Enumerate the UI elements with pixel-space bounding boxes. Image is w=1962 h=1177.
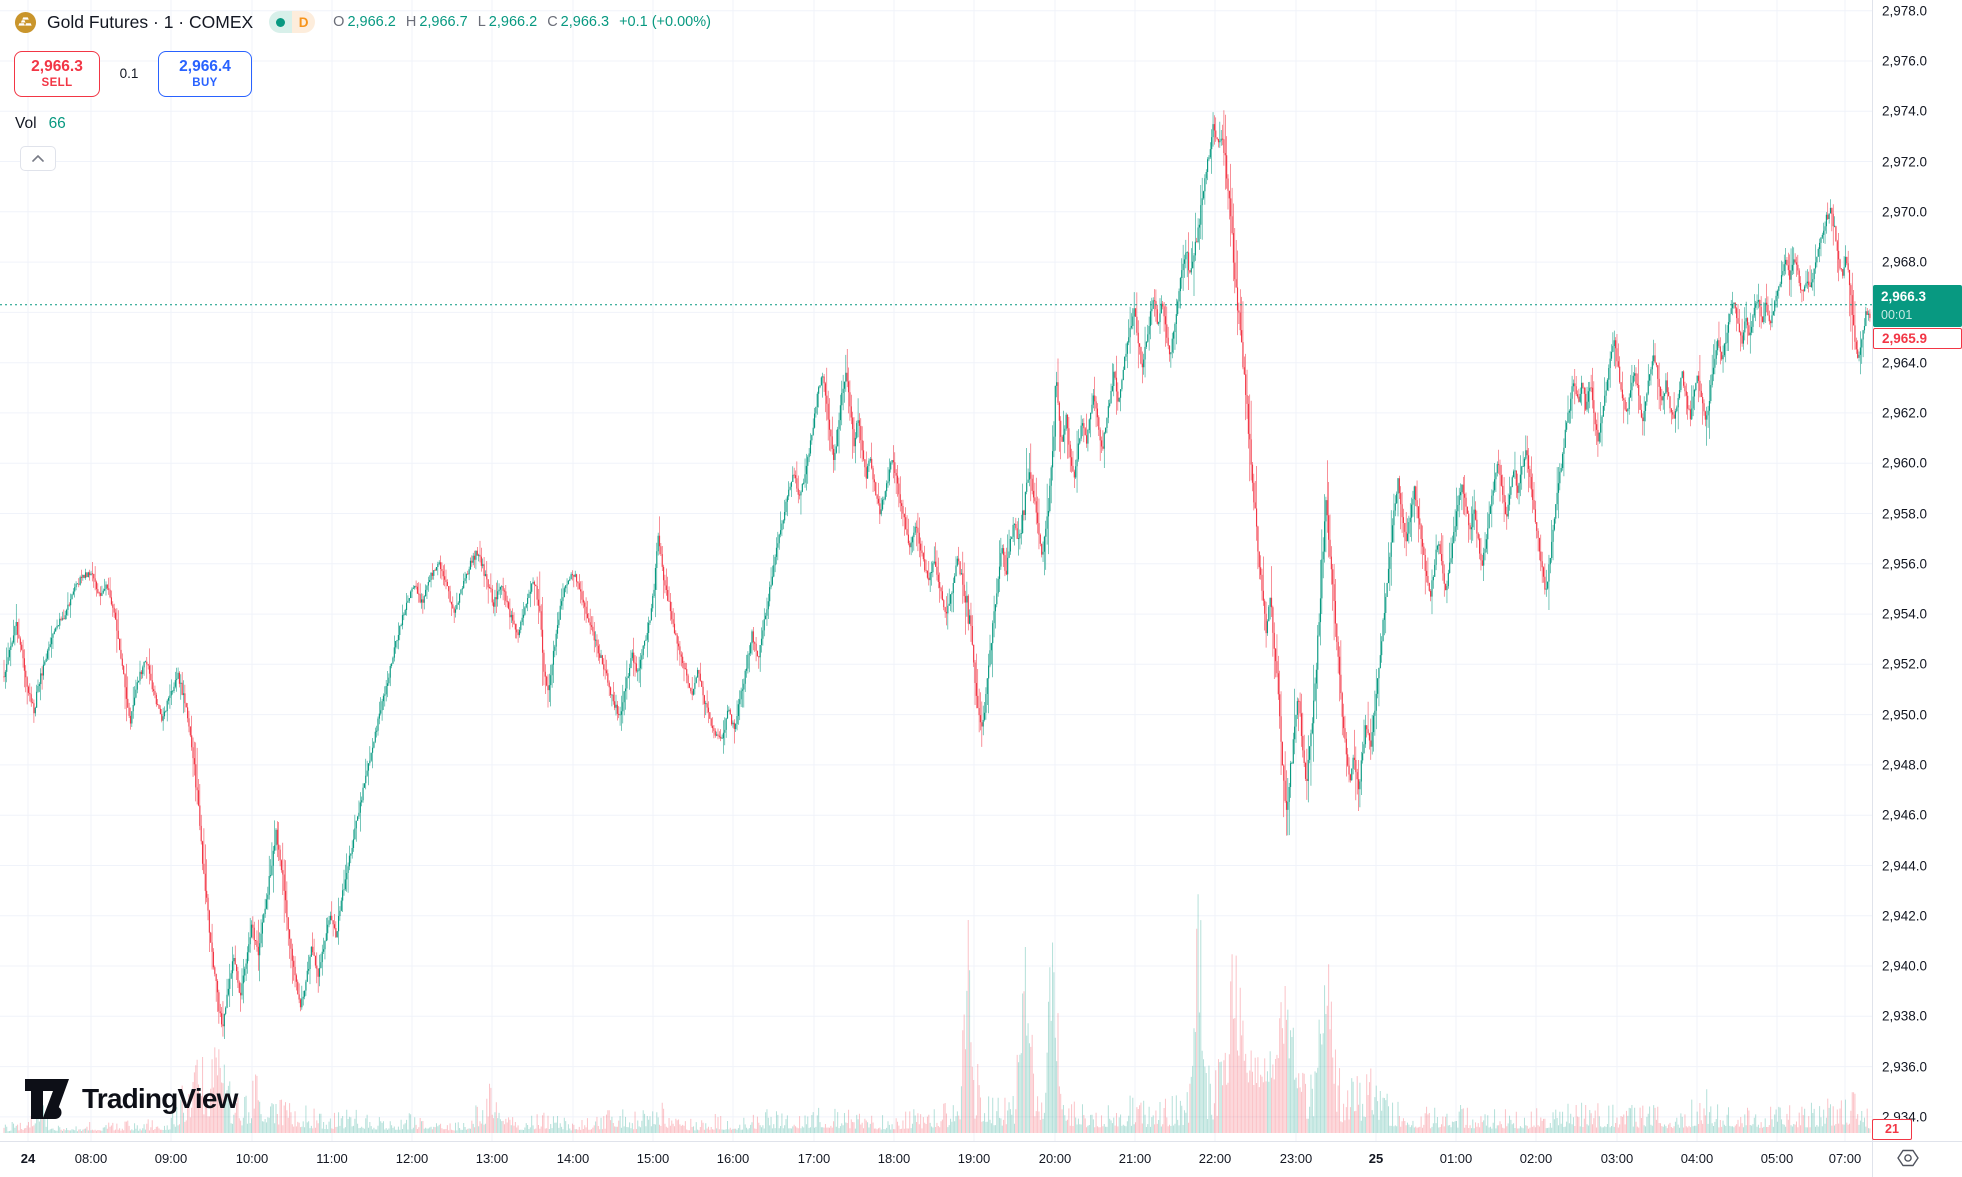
price-axis-border [1872, 0, 1873, 1177]
vertical-gridlines [27, 0, 1846, 1141]
time-axis-border [0, 1141, 1962, 1142]
bar-countdown: 00:01 [1881, 308, 1913, 322]
price-axis-label: 2,970.0 [1882, 204, 1928, 220]
time-axis-label: 18:00 [877, 1151, 911, 1166]
price-axis-label: 2,972.0 [1882, 154, 1928, 169]
low-key: L [477, 14, 486, 30]
volume-bars [3, 894, 1871, 1133]
buy-price: 2,966.4 [179, 58, 231, 75]
time-axis-label: 03:00 [1600, 1151, 1634, 1166]
price-axis-label: 2,962.0 [1882, 405, 1928, 421]
price-axis-label: 2,940.0 [1882, 958, 1928, 974]
gold-symbol-icon [14, 11, 37, 33]
high-value: 2,966.7 [419, 14, 468, 30]
symbol-title[interactable]: Gold Futures · 1 · COMEX [47, 11, 254, 32]
tradingview-glyph-icon [25, 1079, 69, 1119]
time-axis-label: 25 [1368, 1151, 1384, 1166]
time-axis-label: 17:00 [797, 1151, 831, 1166]
price-axis-label: 2,938.0 [1882, 1008, 1928, 1024]
time-axis-label: 23:00 [1279, 1151, 1313, 1166]
open-key: O [333, 14, 345, 30]
time-axis-label: 02:00 [1519, 1151, 1553, 1166]
open-value: 2,966.2 [347, 14, 396, 30]
price-axis-label: 2,976.0 [1882, 53, 1928, 69]
delayed-data-badge: D [298, 14, 309, 30]
time-axis-label: 08:00 [74, 1151, 108, 1166]
change-value: +0.1 (+0.00%) [619, 14, 711, 30]
time-axis-label: 05:00 [1760, 1151, 1794, 1166]
price-axis-label: 2,954.0 [1882, 606, 1928, 622]
price-axis-label: 2,968.0 [1882, 254, 1928, 270]
low-value: 2,966.2 [488, 14, 538, 30]
buy-label: BUY [192, 77, 218, 89]
time-axis-label: 01:00 [1439, 1151, 1473, 1166]
time-axis-label: 16:00 [716, 1151, 750, 1166]
price-axis-label: 2,960.0 [1882, 455, 1928, 471]
last-price-value: 2,966.3 [1881, 289, 1927, 304]
horizontal-gridlines [0, 10, 1872, 1118]
price-axis-label: 2,948.0 [1882, 757, 1928, 773]
market-open-dot-icon [276, 17, 286, 27]
ohlc-values: O 2,966.2 H 2,966.7 L 2,966.2 C 2,966.3 … [333, 14, 711, 30]
time-axis-label: 15:00 [636, 1151, 670, 1166]
time-axis-label: 04:00 [1680, 1151, 1714, 1166]
time-axis-label: 14:00 [556, 1151, 590, 1166]
price-axis-label: 2,978.0 [1882, 3, 1928, 19]
chart-legend: Gold Futures · 1 · COMEX D O 2,966.2 H 2… [14, 9, 711, 35]
close-value: 2,966.3 [560, 14, 610, 30]
high-key: H [405, 14, 417, 30]
volume-legend: Vol 66 [15, 115, 66, 133]
sell-price: 2,966.3 [31, 58, 83, 75]
chart-canvas[interactable] [0, 0, 1872, 1141]
price-axis-label: 2,958.0 [1882, 506, 1928, 521]
price-axis-label: 2,946.0 [1882, 807, 1928, 823]
price-axis-label: 2,952.0 [1882, 656, 1928, 672]
chevron-up-icon [32, 155, 44, 162]
volume-value: 66 [48, 115, 66, 132]
buy-button[interactable]: 2,966.4 BUY [158, 51, 252, 97]
price-axis-label: 2,964.0 [1882, 355, 1928, 371]
time-axis-label: 24 [20, 1151, 36, 1166]
sell-label: SELL [41, 77, 73, 89]
price-scale-settings-icon[interactable] [1896, 1146, 1920, 1170]
tradingview-logo[interactable]: TradingView [25, 1079, 238, 1119]
candlesticks [3, 110, 1871, 1039]
price-axis-label: 2,944.0 [1882, 858, 1928, 873]
volume-label: Vol [15, 115, 37, 132]
time-axis-label: 19:00 [957, 1151, 991, 1166]
price-axis-label: 2,956.0 [1882, 556, 1928, 572]
collapse-legend-button[interactable] [20, 146, 56, 171]
time-axis-label: 07:00 [1828, 1151, 1862, 1166]
bid-price-tag: 2,965.9 [1873, 328, 1962, 349]
time-axis-label: 13:00 [475, 1151, 509, 1166]
tradingview-logo-text: TradingView [82, 1083, 238, 1114]
price-axis-label: 2,942.0 [1882, 908, 1928, 924]
market-status-pill[interactable]: D [269, 11, 316, 33]
close-key: C [547, 14, 558, 30]
time-axis-label: 09:00 [154, 1151, 188, 1166]
sell-button[interactable]: 2,966.3 SELL [14, 51, 100, 97]
price-axis-label: 2,936.0 [1882, 1059, 1928, 1075]
last-price-tag: 2,966.3 00:01 [1873, 285, 1962, 327]
time-axis-label: 20:00 [1038, 1151, 1072, 1166]
time-axis-label: 22:00 [1198, 1151, 1232, 1166]
time-axis-label: 12:00 [395, 1151, 429, 1166]
spread-value: 0.1 [119, 66, 139, 81]
price-axis-label: 2,974.0 [1882, 103, 1928, 119]
time-axis-label: 21:00 [1118, 1151, 1152, 1166]
current-volume-tag: 21 [1872, 1119, 1912, 1140]
time-axis-label: 11:00 [316, 1151, 348, 1166]
price-axis-label: 2,950.0 [1882, 707, 1928, 723]
time-axis-label: 10:00 [235, 1151, 269, 1166]
